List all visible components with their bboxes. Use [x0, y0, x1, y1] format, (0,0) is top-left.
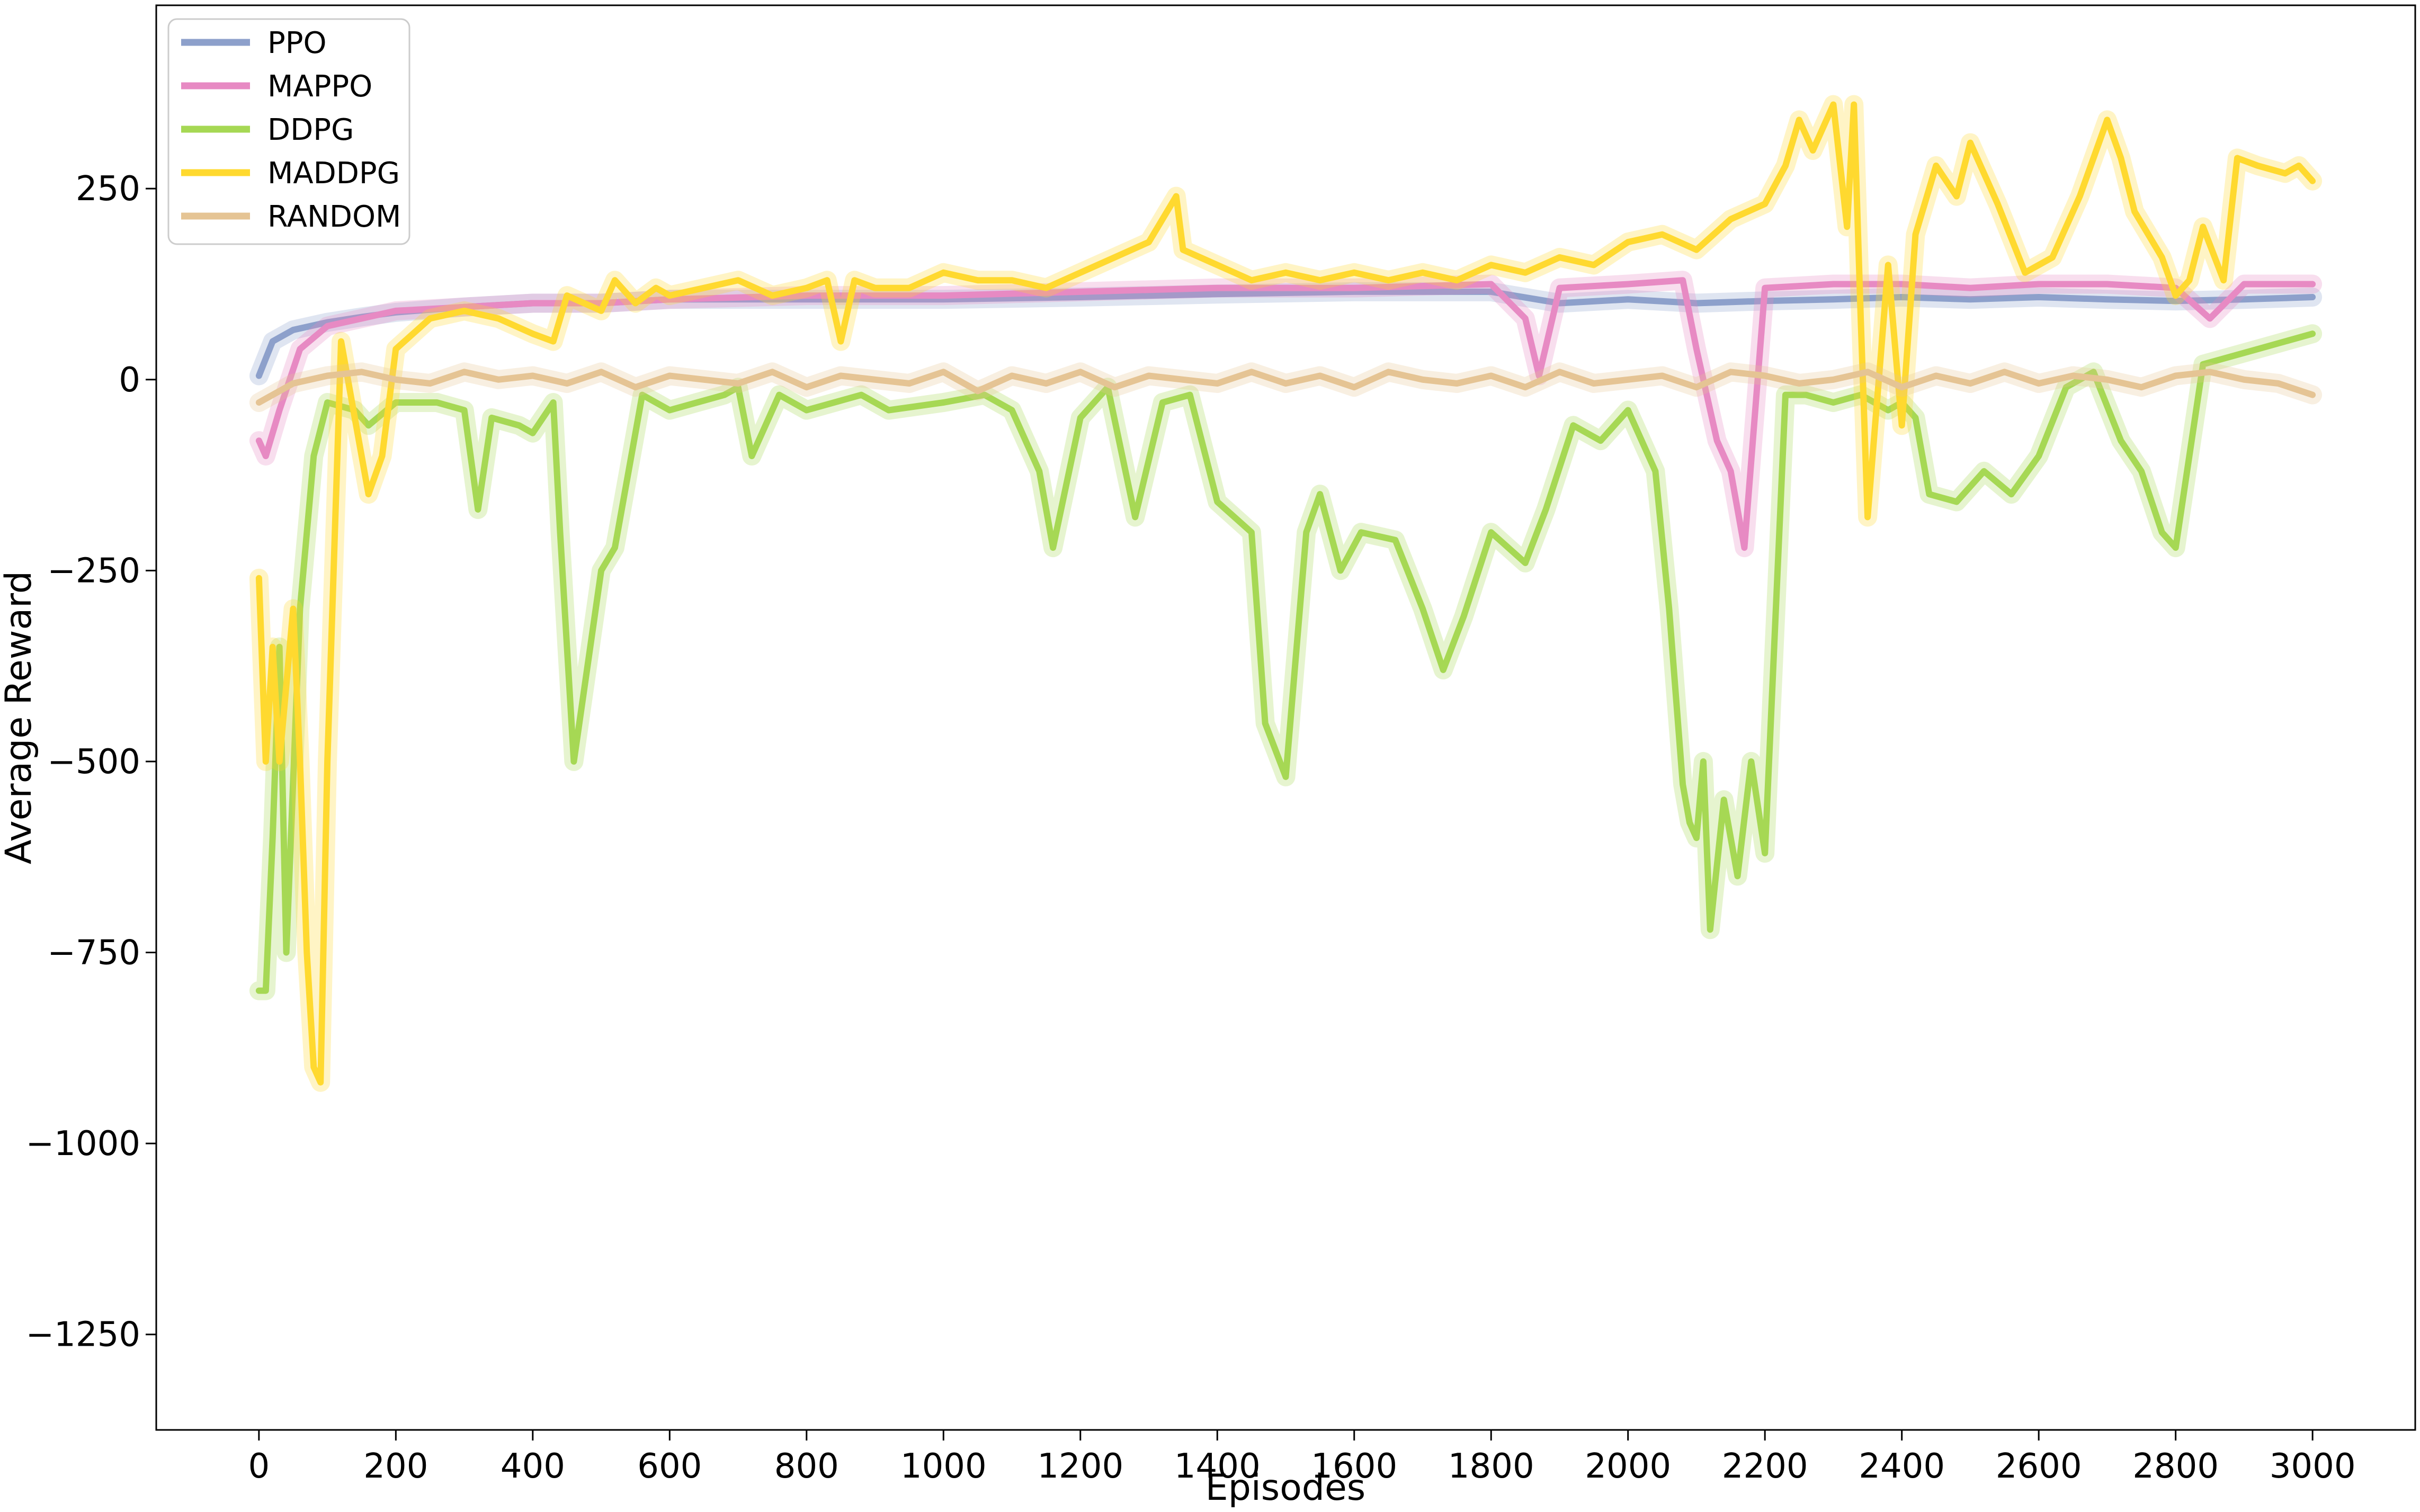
y-tick-label: 250 [76, 169, 140, 209]
legend: PPO MAPPO DDPG MADDPG RANDOM [167, 18, 410, 245]
series-line-mappo [255, 277, 2316, 551]
x-tick-label: 3000 [2270, 1447, 2356, 1486]
series-line-ddpg [255, 330, 2316, 994]
series-line-maddpg [255, 101, 2316, 1086]
legend-frame [167, 18, 410, 245]
plot-area-frame [155, 4, 2416, 1431]
series-line-random [255, 369, 2316, 406]
x-tick-label: 2800 [2132, 1447, 2219, 1486]
legend-label: DDPG [267, 113, 354, 147]
x-tick-label: 200 [363, 1447, 428, 1486]
y-tick-label: −500 [47, 742, 140, 782]
x-tick-label: 1600 [1311, 1447, 1397, 1486]
x-tick-label: 2400 [1859, 1447, 1945, 1486]
x-tick-label: 0 [248, 1447, 270, 1486]
series-layer [249, 95, 2323, 1092]
y-tick-label: −750 [47, 934, 140, 973]
y-tick-label: −1000 [26, 1124, 141, 1164]
x-axis: 0 200 400 600 800 1000 1200 1400 1600 1800 2000 220… [248, 1430, 2356, 1486]
legend-label: PPO [267, 26, 327, 60]
x-tick-label: 1200 [1037, 1447, 1123, 1486]
y-axis: 250 0 −250 −500 −750 −1000 −1250 [26, 169, 156, 1355]
x-tick-label: 1400 [1174, 1447, 1261, 1486]
x-tick-label: 2000 [1585, 1447, 1671, 1486]
y-tick-label: −250 [47, 551, 140, 591]
x-tick-label: 600 [637, 1447, 702, 1486]
x-tick-label: 400 [501, 1447, 565, 1486]
legend-label: MADDPG [267, 156, 400, 191]
legend-label: MAPPO [267, 69, 372, 104]
y-tick-label: 0 [119, 361, 140, 400]
x-tick-label: 2200 [1722, 1447, 1808, 1486]
y-axis-label: Average Reward [0, 571, 40, 864]
x-tick-label: 1800 [1448, 1447, 1534, 1486]
x-tick-label: 2600 [1996, 1447, 2082, 1486]
y-tick-label: −1250 [26, 1316, 141, 1355]
x-axis-label: Episodes [1205, 1467, 1365, 1509]
x-tick-label: 800 [774, 1447, 839, 1486]
legend-label: RANDOM [267, 200, 401, 234]
series-variance-band [249, 362, 2323, 412]
x-tick-label: 1000 [900, 1447, 987, 1486]
